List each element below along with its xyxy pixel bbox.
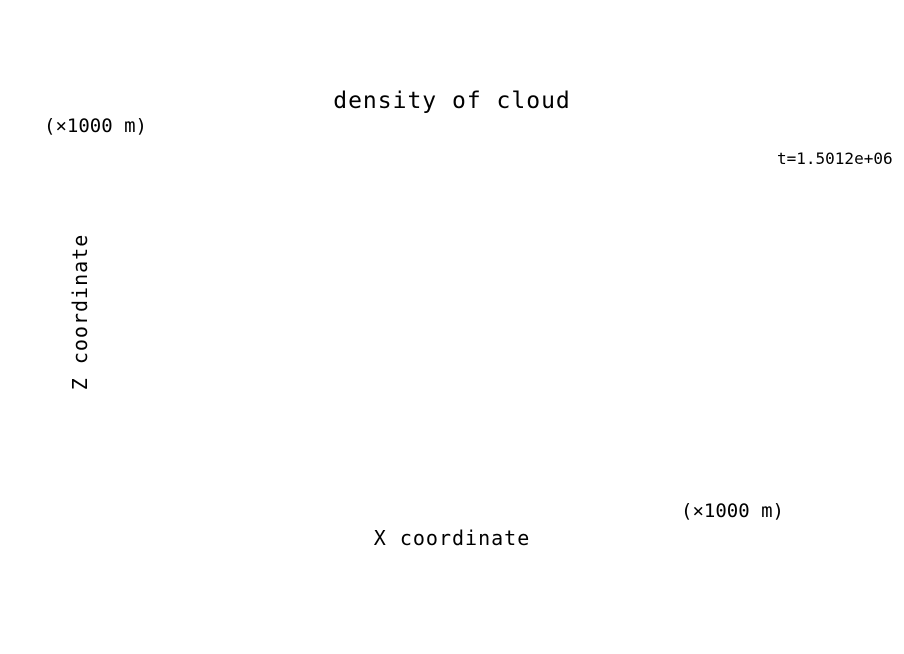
- y-axis-label: Z coordinate: [68, 233, 92, 391]
- x-axis-label: X coordinate: [373, 526, 531, 550]
- plot-title: density of cloud: [333, 88, 571, 114]
- time-annotation: t=1.5012e+06: [777, 149, 893, 168]
- y-axis-unit-label: (×1000 m): [44, 115, 147, 137]
- x-axis-unit-label: (×1000 m): [681, 500, 784, 522]
